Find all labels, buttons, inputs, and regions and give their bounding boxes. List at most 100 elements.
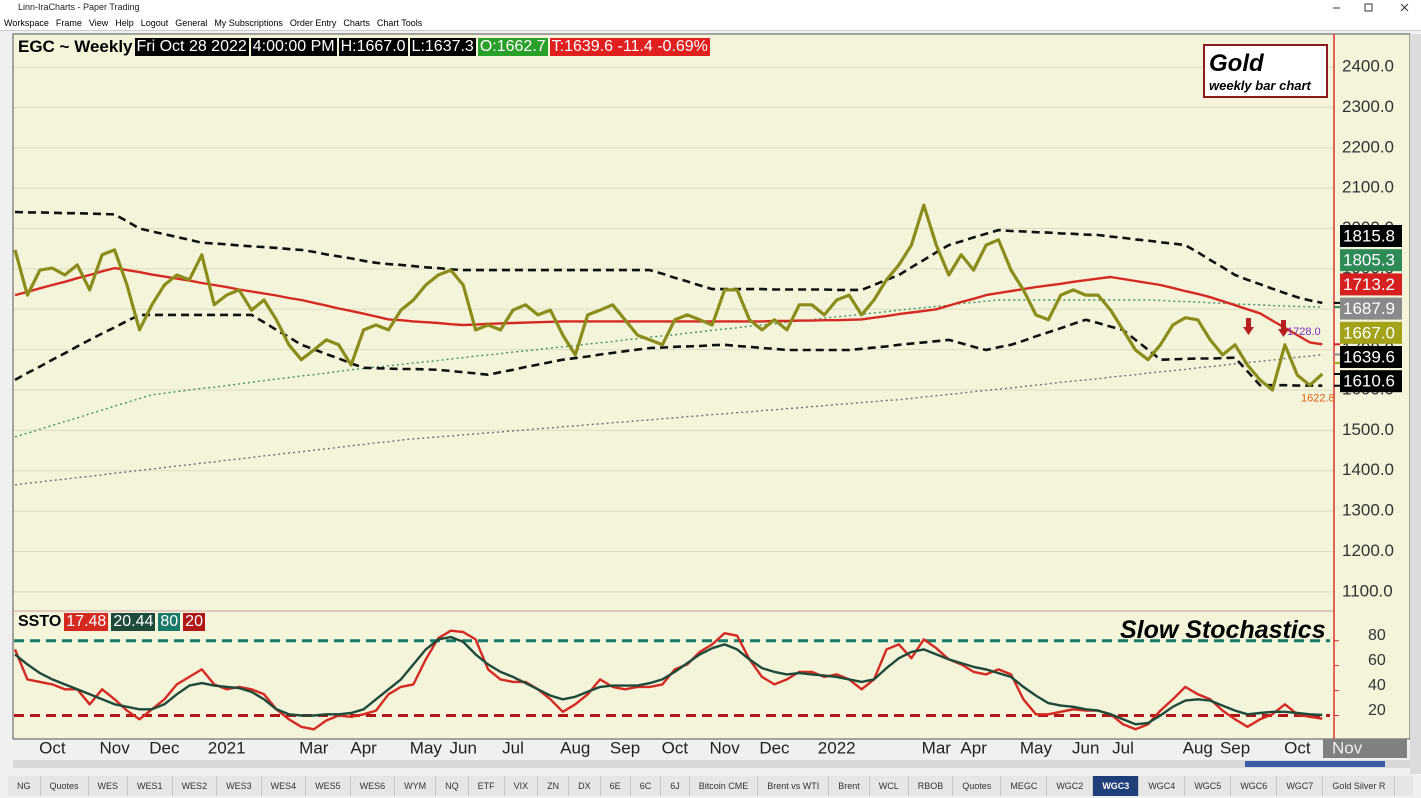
tab[interactable]: WES1 [128,776,173,796]
indicator-title: Slow Stochastics [1120,616,1326,644]
tab[interactable]: Gold Silver R [1323,776,1396,796]
y-tick-label: 2200.0 [1342,137,1394,156]
menu-item[interactable]: General [175,18,208,28]
y-tick-label: 2100.0 [1342,178,1394,197]
menu-item[interactable]: Chart Tools [376,18,423,28]
quote-last: T:1639.6 -11.4 -0.69% [549,38,710,56]
chart-subtitle: weekly bar chart [1209,78,1311,93]
x-tick-label: Sep [1220,738,1250,757]
x-tick-label: Mar [299,738,329,757]
h-scrollbar[interactable] [13,760,1410,768]
tab[interactable]: Quotes [953,776,1002,796]
tab[interactable]: 6E [601,776,631,796]
indicator-value: 20.44 [111,613,156,631]
arrow [1243,318,1289,337]
tab[interactable]: Brent [829,776,870,796]
x-tick-label: Nov [99,738,130,757]
indicator-header: SSTO 17.48 20.44 80 20 [18,613,205,631]
x-tick-label: Oct [662,738,689,757]
x-tick-label: Apr [350,738,377,757]
tab[interactable]: Brent vs WTI [758,776,830,796]
tab[interactable]: WGC6 [1231,776,1278,796]
annotation: 1622.8 [1301,393,1335,405]
legend-box: Gold weekly bar chart [1203,44,1328,98]
tab[interactable]: ZN [538,776,570,796]
price-label-box [1340,346,1402,368]
tab[interactable]: WES2 [173,776,218,796]
tab[interactable]: 6J [661,776,690,796]
tab[interactable]: RBOB [909,776,954,796]
indicator-name: SSTO [18,613,62,630]
series-line [14,635,1323,726]
x-tick-label: 2022 [818,738,856,757]
title-bar: Linn-IraCharts - Paper Trading [0,0,1421,15]
y-tick-label: 2300.0 [1342,97,1394,116]
tab[interactable]: WES3 [217,776,262,796]
chart-title: Gold [1209,50,1264,77]
menu-item[interactable]: Charts [343,18,370,28]
tab[interactable]: ETF [469,776,505,796]
annotation: 1728.0 [1287,326,1321,338]
y-tick-label: 20 [1368,702,1386,719]
tab[interactable]: WYM [395,776,437,796]
menu-item[interactable]: My Subscriptions [214,18,283,28]
y-tick-label: 1400.0 [1342,460,1394,479]
y-tick-label: 1500.0 [1342,420,1394,439]
menu-item[interactable]: Frame [55,18,82,28]
y-tick-label: 1100.0 [1342,581,1393,600]
x-tick-label: Jul [502,738,524,757]
menu-item[interactable]: View [88,18,109,28]
h-scroll-thumb[interactable] [1245,761,1385,767]
tab[interactable]: WCL [870,776,909,796]
quote-date: Fri Oct 28 2022 [134,38,249,56]
x-tick-label: Aug [1183,738,1213,757]
x-tick-label: Sep [610,738,640,757]
tab[interactable]: NG [8,776,41,796]
tab[interactable]: WGC2 [1047,776,1094,796]
x-tick-label: Jun [1072,738,1099,757]
menu-bar: Workspace Frame View Help Logout General My Su… [0,15,1421,31]
price-label-box [1340,297,1402,320]
tab[interactable]: MEGC [1001,776,1048,796]
tab[interactable]: WES4 [262,776,307,796]
price-label: 1639.6 [1343,347,1395,366]
x-tick-label: Jun [449,738,476,757]
tab[interactable]: WGC7 [1277,776,1324,796]
price-label-box [1340,273,1402,296]
tab[interactable]: NQ [436,776,469,796]
menu-item[interactable]: Order Entry [289,18,337,28]
y-tick-label: 2400.0 [1342,57,1394,76]
x-tick-label: Oct [1284,738,1311,757]
series-line [14,266,1323,346]
tab[interactable]: VIX [505,776,539,796]
menu-item[interactable]: Help [115,18,134,28]
tab[interactable]: Quotes [41,776,89,796]
tab[interactable]: WES5 [306,776,351,796]
y-tick-label: 40 [1368,677,1386,694]
tab[interactable]: WGC3 [1093,776,1140,796]
chart-background [12,33,1411,740]
y-tick-label: 1300.0 [1342,501,1394,520]
menu-item[interactable]: Workspace [4,18,49,28]
tab[interactable]: DX [569,776,601,796]
x-tick-label: Mar [922,738,952,757]
tab[interactable]: Bitcoin CME [690,776,759,796]
tab[interactable]: WES [89,776,129,796]
scrollbar[interactable] [1410,34,1421,774]
price-label: 1805.3 [1343,251,1395,270]
menu-item[interactable]: Logout [140,18,169,28]
series-line [14,299,1323,438]
tab[interactable]: WGC4 [1139,776,1186,796]
tab[interactable]: WES6 [351,776,396,796]
x-tick-label: Oct [39,738,66,757]
symbol: EGC ~ Weekly [18,37,133,56]
x-tick-label: Apr [960,738,987,757]
x-tick-label: Dec [759,738,790,757]
quote-bar: EGC ~ Weekly Fri Oct 28 2022 4:00:00 PM … [18,38,710,56]
tab[interactable]: 6C [631,776,662,796]
price-label-box [1340,249,1402,272]
series-line [13,203,1324,392]
window-controls[interactable] [1321,0,1421,15]
price-label: 1713.2 [1343,275,1395,294]
tab[interactable]: WGC5 [1185,776,1232,796]
